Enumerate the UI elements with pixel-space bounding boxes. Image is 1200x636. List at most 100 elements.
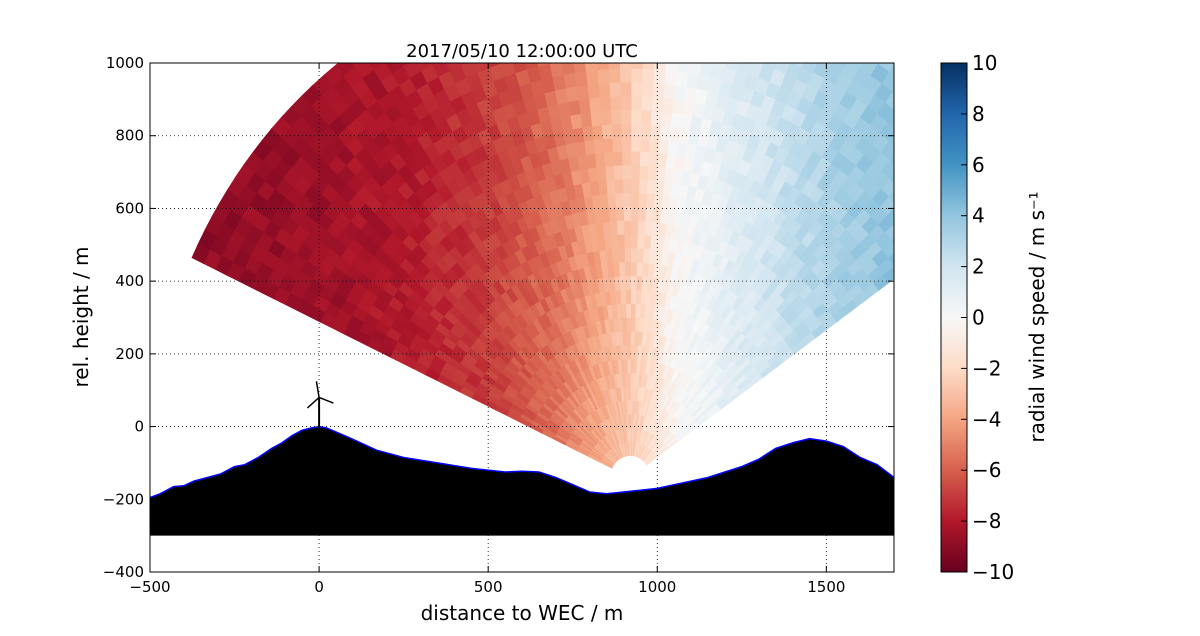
wind-cell [911,214,928,232]
wind-cell [539,7,554,23]
wind-cell [513,12,529,29]
wind-cell [836,10,855,29]
wind-cell [898,240,915,257]
x-tick-label: 1000 [638,578,676,596]
y-tick-label: 800 [115,127,144,145]
wind-cell [667,42,680,57]
wind-cell [907,128,925,147]
wind-cell [685,72,700,89]
wind-cell [622,192,632,208]
wind-cell [735,63,751,74]
wind-cell [635,275,643,291]
wind-cell [918,223,935,241]
wind-cell [635,261,644,277]
wind-cell [784,0,802,4]
wind-cell [634,303,641,318]
wind-cell [563,0,578,4]
wind-cell [907,148,925,167]
y-tick-label: −200 [103,490,144,508]
wind-cell [649,123,661,140]
wind-cell [630,275,637,291]
wind-cell [805,10,823,29]
wind-cell [638,164,649,180]
wind-cell [623,220,632,235]
wind-cell [613,178,624,194]
wind-cell [641,262,650,277]
wind-cell [589,110,602,127]
wind-cell [584,63,598,72]
wind-cell [753,0,770,8]
wind-cell [650,221,660,237]
wind-cell [898,177,915,196]
wind-cell [641,68,655,84]
wind-cell [536,63,550,67]
wind-cell [586,83,600,99]
wind-cell [712,63,726,68]
wind-cell [624,261,632,277]
wind-cell [784,63,803,80]
wind-cell [630,95,643,111]
wind-cell [676,63,690,74]
wind-cell [470,11,487,29]
wind-cell [830,22,848,41]
wind-cell [605,0,619,14]
wind-cell [496,3,513,20]
wind-cell [461,0,479,3]
wind-cell [657,0,671,15]
wind-cell [630,63,644,69]
wind-cell [660,110,673,127]
wind-cell [650,110,663,126]
wind-cell [630,233,638,249]
wind-cell [600,110,612,126]
wind-cell [636,247,644,263]
wind-cell [630,109,642,125]
wind-cell [590,0,604,1]
wind-cell [606,13,619,27]
wind-cell [923,186,941,205]
wind-cell [536,0,552,9]
y-tick-label: −400 [103,563,144,581]
wind-cell [601,123,613,140]
wind-cell [916,138,934,158]
wind-cell [643,27,656,41]
wind-cell [572,63,587,74]
wind-cell [823,3,841,22]
wind-cell [873,32,892,52]
wind-cell [897,195,914,213]
wind-cell [486,63,501,69]
wind-cell [602,137,614,153]
wind-cell [359,39,378,59]
wind-cell [631,13,644,27]
wind-cell [888,133,894,146]
wind-cell [574,70,588,87]
wind-cell [578,1,592,16]
wind-cell [630,178,640,194]
wind-cell [635,289,642,305]
wind-cell [625,316,631,332]
wind-cell [859,63,879,76]
colorbar-tick-label: −6 [972,458,1001,482]
wind-cell [788,17,805,35]
wind-cell [721,10,737,27]
wind-cell [605,179,616,195]
wind-cell [639,137,651,153]
wind-cell [510,0,526,16]
wind-cell [652,68,666,85]
wind-cell [906,186,923,205]
wind-cell [886,207,894,223]
wind-cell [687,63,702,76]
wind-cell [585,69,599,86]
wind-cell [893,265,894,267]
wind-cell [384,63,404,75]
wind-cell [919,67,938,87]
wind-cell [706,21,721,37]
wind-cell [630,330,635,346]
wind-cell [888,63,894,76]
wind-cell [624,247,632,263]
wind-cell [631,0,644,13]
wind-cell [630,81,643,97]
wind-cell [656,14,670,29]
wind-cell [990,142,1009,163]
y-tick-label: 400 [115,272,144,290]
wind-cell [435,0,453,15]
